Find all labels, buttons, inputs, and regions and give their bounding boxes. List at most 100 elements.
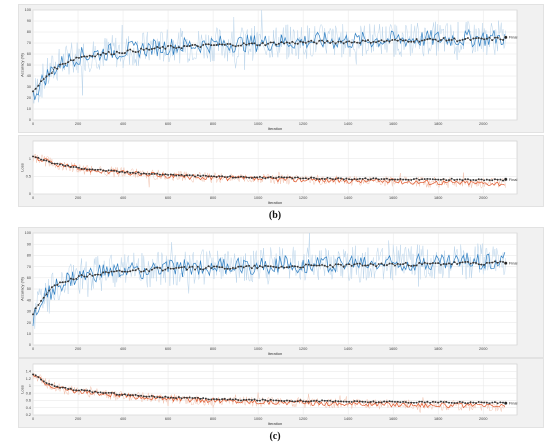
validation-point (56, 162, 59, 165)
x-tick-label: 1000 (254, 417, 262, 421)
y-tick-label: 50 (27, 63, 31, 67)
validation-point (477, 178, 480, 181)
validation-point (250, 177, 253, 179)
validation-point (132, 171, 134, 174)
validation-point (83, 275, 86, 278)
validation-point (499, 178, 502, 181)
validation-point (272, 41, 275, 44)
validation-point (431, 178, 434, 181)
validation-point (385, 264, 388, 267)
validation-point (159, 47, 161, 50)
validation-point (118, 171, 121, 174)
y-tick-label: 10 (27, 332, 31, 336)
y-tick-label: 30 (27, 310, 31, 314)
validation-point (234, 267, 237, 270)
validation-point (137, 171, 140, 174)
validation-point (431, 262, 434, 264)
validation-point (196, 45, 199, 48)
validation-point (253, 176, 256, 179)
validation-point (75, 166, 78, 168)
validation-point (110, 391, 113, 394)
validation-point (264, 399, 267, 402)
validation-point (291, 177, 294, 180)
x-tick-label: 600 (165, 347, 171, 351)
validation-point (456, 40, 459, 43)
x-tick-label: 800 (210, 347, 216, 351)
y-tick-label: 90 (27, 19, 31, 23)
y-tick-label: 60 (27, 52, 31, 56)
x-tick-label: 600 (165, 122, 171, 126)
validation-point (213, 398, 215, 401)
validation-point (156, 45, 159, 48)
validation-point (118, 393, 121, 396)
validation-point (315, 399, 318, 402)
validation-point (50, 286, 53, 289)
validation-point (275, 43, 278, 46)
validation-point (350, 400, 353, 403)
validation-point (180, 266, 183, 269)
validation-point (294, 42, 296, 45)
validation-point (69, 59, 72, 62)
validation-point (321, 399, 323, 402)
validation-point (129, 270, 132, 273)
validation-point (315, 264, 318, 267)
validation-point (88, 168, 91, 171)
y-tick-label: 10 (27, 107, 31, 111)
validation-point (269, 41, 272, 44)
validation-point (353, 263, 356, 266)
validation-point (210, 175, 213, 178)
validation-point (229, 267, 232, 270)
validation-point (199, 46, 202, 49)
validation-point (485, 37, 488, 40)
y-tick-label: 0 (29, 192, 31, 196)
validation-point (148, 172, 151, 175)
validation-point (96, 53, 99, 55)
validation-point (415, 177, 418, 180)
validation-point (466, 178, 469, 181)
validation-point (115, 270, 118, 272)
validation-point (145, 395, 148, 398)
validation-point (402, 400, 405, 403)
validation-point (121, 270, 124, 273)
validation-point (153, 395, 156, 398)
validation-point (331, 400, 334, 403)
validation-point (437, 401, 440, 404)
validation-point (50, 162, 53, 165)
validation-point (472, 37, 475, 40)
raw-training-line (32, 9, 506, 104)
x-tick-label: 1400 (344, 417, 352, 421)
validation-point (480, 178, 483, 181)
validation-point (458, 39, 461, 42)
validation-point (337, 40, 340, 43)
validation-point (45, 382, 48, 385)
chart-b-loss: 0 200 400 600 800 1000 1200 1400 1600 1800 2000 0 0.… (20, 140, 518, 205)
validation-point (345, 40, 348, 43)
y-tick-label: 0.8 (26, 391, 31, 395)
validation-point (418, 40, 421, 43)
validation-point (391, 262, 394, 265)
validation-point (434, 262, 437, 265)
validation-point (199, 397, 202, 400)
validation-point (348, 263, 351, 266)
validation-point (483, 401, 486, 404)
validation-point (288, 266, 291, 268)
validation-point (431, 400, 434, 403)
validation-point (180, 173, 183, 176)
validation-point (407, 401, 410, 404)
validation-point (194, 175, 197, 178)
validation-point (40, 80, 43, 83)
validation-point (323, 399, 326, 402)
validation-point (237, 44, 240, 47)
y-tick-label: 90 (27, 242, 31, 246)
validation-point (140, 172, 143, 175)
validation-point (64, 386, 67, 389)
validation-point (340, 40, 342, 43)
validation-point (134, 269, 137, 272)
validation-point (99, 53, 102, 56)
validation-point (156, 172, 159, 175)
validation-point (469, 262, 472, 265)
validation-point (288, 399, 291, 402)
validation-point (32, 90, 34, 93)
validation-point (77, 166, 80, 169)
validation-point (221, 398, 224, 401)
